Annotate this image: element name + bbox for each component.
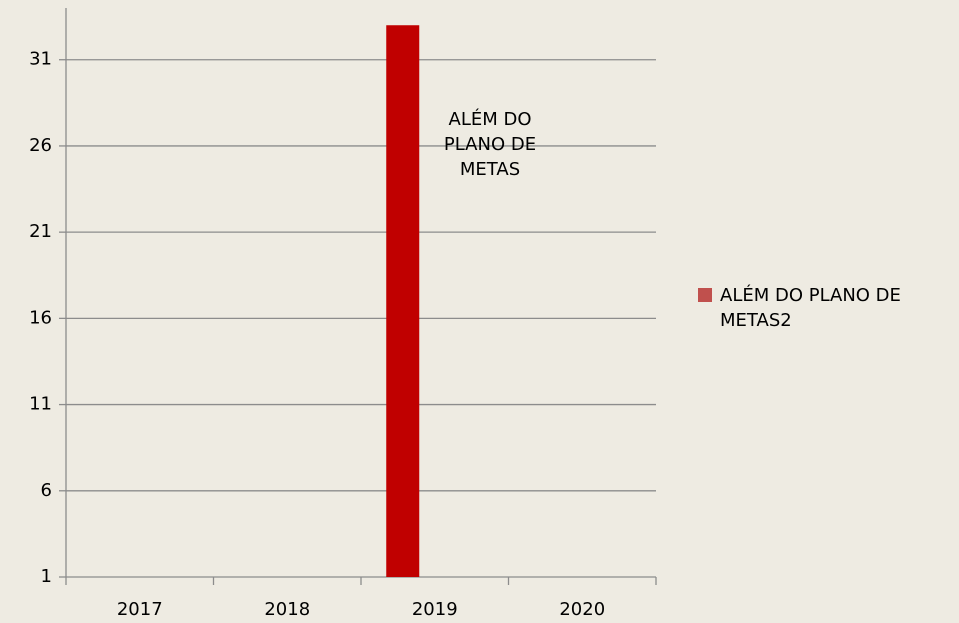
annotation: ALÉM DO PLANO DE METAS (443, 109, 537, 180)
legend-swatch (698, 288, 712, 302)
y-tick-label: 6 (41, 480, 52, 501)
x-tick-label: 2019 (412, 599, 458, 620)
y-tick-label: 31 (29, 49, 52, 70)
y-tick-label: 11 (29, 394, 52, 415)
y-tick-label: 16 (29, 307, 52, 328)
x-tick-label: 2018 (264, 599, 310, 620)
y-tick-label: 26 (29, 135, 52, 156)
x-tick-label: 2017 (117, 599, 163, 620)
bar (386, 25, 420, 577)
x-tick-label: 2020 (559, 599, 605, 620)
legend-label: ALÉM DO PLANO DE METAS2 (720, 285, 901, 331)
y-tick-label: 21 (29, 221, 52, 242)
y-tick-label: 1 (41, 566, 52, 587)
